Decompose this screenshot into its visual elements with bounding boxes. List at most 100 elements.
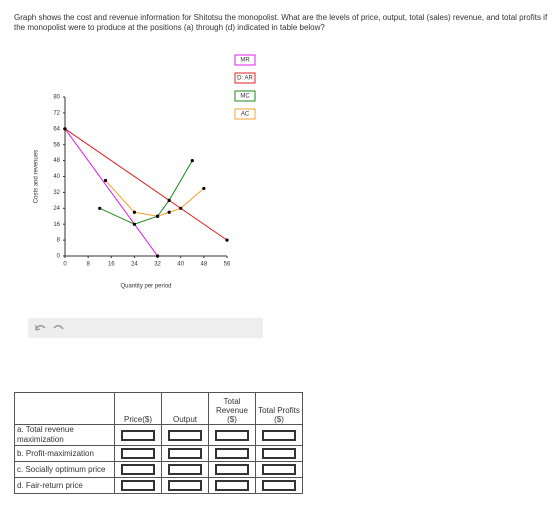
- x-tick-label: 8: [86, 262, 90, 268]
- input-box[interactable]: [121, 480, 155, 491]
- input-cell: [161, 461, 209, 478]
- input-box[interactable]: [121, 464, 155, 475]
- point: [202, 186, 206, 191]
- input-box[interactable]: [215, 429, 249, 441]
- undo-button[interactable]: [35, 325, 46, 331]
- legend-entry[interactable]: AC: [234, 108, 256, 120]
- point: [167, 198, 171, 202]
- input-box[interactable]: [262, 429, 296, 441]
- header-cell: Price($): [114, 392, 162, 425]
- header-cell: [14, 392, 115, 425]
- input-cell: [208, 461, 256, 478]
- input-box[interactable]: [215, 480, 249, 491]
- input-cell: [161, 424, 209, 446]
- legend-label: AC: [241, 112, 250, 118]
- input-box[interactable]: [121, 429, 155, 441]
- legend-label: MC: [240, 94, 250, 100]
- input-box[interactable]: [168, 480, 202, 491]
- series-line: [64, 128, 158, 257]
- input-box[interactable]: [215, 448, 249, 459]
- series-line: [64, 128, 228, 241]
- point: [179, 206, 183, 210]
- table-row: c. Socially optimum price: [14, 461, 303, 478]
- header-cell: Total Profits ($): [255, 392, 303, 425]
- legend-entry[interactable]: D: AR: [234, 72, 256, 84]
- legend-label: D: AR: [237, 76, 253, 82]
- x-tick-label: 24: [131, 262, 138, 268]
- input-box[interactable]: [168, 464, 202, 475]
- input-cell: [114, 445, 162, 462]
- y-tick-label: 0: [57, 254, 61, 260]
- x-axis-label: Quantity per period: [120, 284, 171, 290]
- input-cell: [161, 477, 209, 494]
- input-box[interactable]: [215, 464, 249, 475]
- input-cell: [208, 477, 256, 494]
- input-box[interactable]: [262, 464, 296, 475]
- input-cell: [255, 461, 303, 478]
- point: [155, 254, 160, 258]
- toolbar: [28, 318, 263, 338]
- question: Graph shows the cost and revenue informa…: [14, 13, 548, 32]
- x-tick-label: 0: [63, 262, 67, 268]
- point: [103, 178, 108, 183]
- y-tick-label: 80: [53, 95, 60, 101]
- point: [98, 206, 102, 210]
- series-line: [105, 180, 205, 217]
- redo-button[interactable]: [53, 325, 64, 330]
- table-row: a. Total revenue maximization: [14, 424, 303, 446]
- y-tick-label: 72: [53, 110, 60, 116]
- input-box[interactable]: [168, 448, 202, 459]
- legend-box: [234, 108, 256, 120]
- point: [167, 210, 171, 214]
- legend-label: MR: [240, 58, 250, 64]
- x-tick-label: 48: [201, 262, 208, 268]
- y-tick-label: 32: [53, 190, 60, 196]
- input-box[interactable]: [168, 429, 202, 441]
- input-cell: [161, 445, 209, 462]
- table-row: b. Profit-maximization: [14, 445, 303, 462]
- input-cell: [114, 477, 162, 494]
- y-tick-label: 40: [53, 174, 60, 180]
- x-tick-label: 32: [154, 262, 161, 268]
- legend-box: [234, 90, 256, 102]
- point: [132, 210, 137, 214]
- legend-box: [234, 54, 256, 66]
- y-axis-label: Costs and revenues: [34, 150, 40, 203]
- x-tick-label: 40: [177, 262, 184, 268]
- row-label: d. Fair-return price: [14, 477, 115, 494]
- legend-entry[interactable]: MR: [234, 54, 256, 66]
- point: [225, 238, 229, 242]
- y-tick-label: 16: [53, 222, 60, 228]
- input-cell: [208, 424, 256, 446]
- point: [132, 222, 137, 226]
- y-tick-label: 24: [53, 206, 60, 212]
- header-cell: Output: [161, 392, 209, 425]
- row-label: a. Total revenue maximization: [14, 424, 115, 446]
- input-cell: [255, 424, 303, 446]
- row-label: c. Socially optimum price: [14, 461, 115, 478]
- input-cell: [255, 445, 303, 462]
- input-cell: [114, 424, 162, 446]
- input-box[interactable]: [121, 448, 155, 459]
- answer-table: Price($) Output Total Revenue ($) Total Pro…: [14, 392, 303, 494]
- point: [155, 214, 160, 218]
- point: [190, 159, 194, 163]
- legend-entry[interactable]: MC: [234, 90, 256, 102]
- input-cell: [255, 477, 303, 494]
- input-cell: [208, 445, 256, 462]
- input-cell: [114, 461, 162, 478]
- y-tick-label: 56: [53, 142, 60, 148]
- row-label: b. Profit-maximization: [14, 445, 115, 462]
- legend-box: [234, 72, 256, 84]
- input-box[interactable]: [262, 448, 296, 459]
- x-tick-label: 16: [108, 262, 115, 268]
- input-box[interactable]: [262, 480, 296, 491]
- y-tick-label: 48: [53, 158, 60, 164]
- x-tick-label: 56: [224, 262, 231, 268]
- chart-panel: 0 8 16 24 32 40 48 56 64 72 80 0 8 16 24 32 40 48 56 Quanti…: [28, 54, 263, 338]
- header-cell: Total Revenue ($): [208, 392, 256, 425]
- header-row: Price($) Output Total Revenue ($) Total Pro…: [14, 392, 303, 425]
- table-row: d. Fair-return price: [14, 477, 303, 494]
- point: [63, 127, 67, 131]
